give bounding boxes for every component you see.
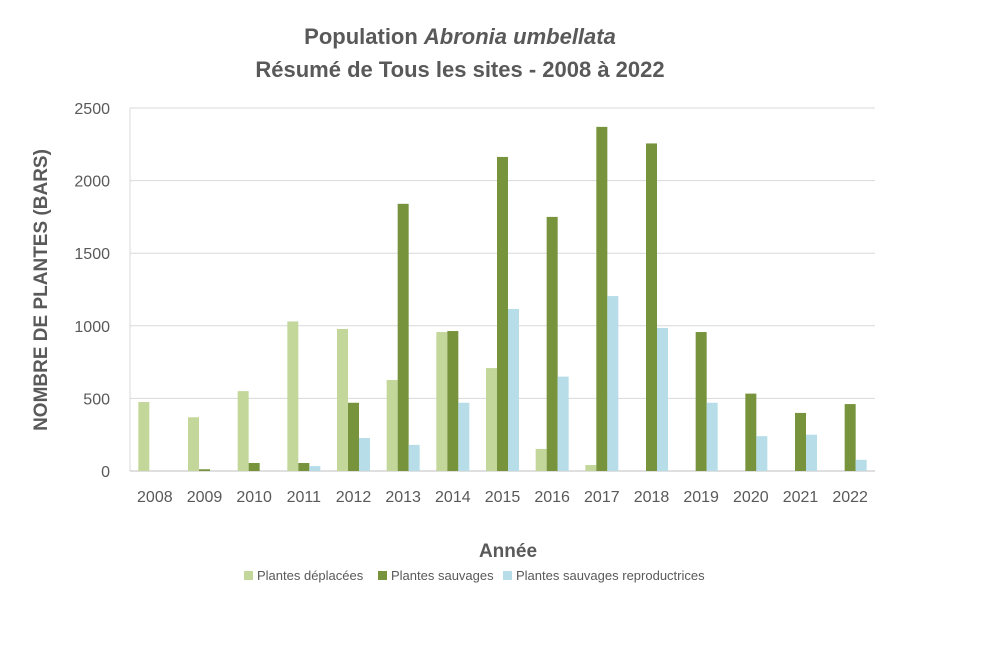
bar-2011-2: [309, 466, 321, 471]
bar-2012-0: [337, 328, 348, 471]
bar-2014-0: [436, 332, 448, 471]
x-tick-label: 2021: [783, 489, 819, 506]
bar-2009-0: [188, 417, 199, 471]
bar-2019-2: [706, 402, 718, 471]
bar-2017-0: [585, 465, 597, 471]
x-tick-label: 2014: [435, 489, 471, 506]
bar-2016-0: [535, 448, 547, 471]
x-tick-label: 2017: [584, 489, 620, 506]
bar-2017-2: [607, 296, 619, 471]
bar-2018-2: [657, 327, 668, 471]
bar-2015-0: [486, 368, 497, 471]
x-tick-label: 2016: [534, 489, 570, 506]
x-tick-label: 2011: [287, 489, 322, 506]
bar-2017-1: [596, 126, 608, 471]
x-tick-label: 2015: [485, 489, 521, 506]
x-tick-label: 2022: [832, 489, 868, 506]
bar-2018-1: [646, 143, 657, 471]
chart-subtitle: Résumé de Tous les sites - 2008 à 2022: [255, 57, 664, 82]
bar-2020-2: [756, 436, 768, 471]
x-tick-label: 2013: [385, 489, 421, 506]
y-tick-label: 0: [101, 464, 110, 481]
bar-2010-1: [248, 463, 260, 471]
bar-2020-1: [745, 393, 757, 471]
bar-2021-1: [795, 412, 806, 471]
bar-2016-1: [546, 216, 558, 471]
x-tick-label: 2009: [187, 489, 223, 506]
bar-2021-2: [806, 434, 817, 471]
chart-title: Population Abronia umbellata: [304, 24, 616, 49]
bar-2019-1: [695, 332, 707, 471]
y-tick-label: 1500: [74, 246, 110, 263]
bar-2010-0: [237, 391, 249, 471]
x-tick-label: 2012: [336, 489, 372, 506]
bar-2011-0: [287, 321, 299, 471]
bar-2012-1: [348, 402, 359, 471]
y-tick-label: 2500: [74, 101, 110, 118]
y-tick-label: 500: [83, 391, 110, 408]
bar-2013-1: [397, 203, 409, 471]
bar-2014-2: [458, 402, 470, 471]
legend-swatch: [378, 571, 387, 580]
bar-2011-1: [298, 463, 310, 471]
legend-swatch: [503, 571, 512, 580]
bar-2013-2: [408, 444, 420, 471]
y-tick-label: 1000: [74, 319, 110, 336]
x-tick-label: 2018: [634, 489, 670, 506]
y-tick-label: 2000: [74, 174, 110, 191]
bar-2015-2: [508, 308, 519, 471]
bar-2009-1: [199, 469, 210, 471]
bar-2015-1: [497, 156, 508, 471]
bar-2013-0: [386, 379, 398, 471]
legend-label: Plantes déplacées: [257, 568, 364, 583]
x-tick-label: 2008: [137, 489, 173, 506]
x-tick-label: 2020: [733, 489, 769, 506]
bar-2022-2: [855, 459, 867, 471]
legend-swatch: [244, 571, 253, 580]
x-axis-label: Année: [479, 541, 537, 562]
bar-2012-2: [359, 438, 370, 471]
bar-2016-2: [557, 376, 569, 471]
legend-label: Plantes sauvages reproductrices: [516, 568, 705, 583]
legend-label: Plantes sauvages: [391, 568, 494, 583]
x-tick-label: 2010: [236, 489, 272, 506]
bar-2008-0: [138, 402, 150, 471]
bar-2014-1: [447, 331, 459, 471]
bar-2022-1: [844, 404, 856, 471]
x-tick-label: 2019: [683, 489, 719, 506]
y-axis-label: NOMBRE DE PLANTES (BARS): [31, 149, 52, 431]
